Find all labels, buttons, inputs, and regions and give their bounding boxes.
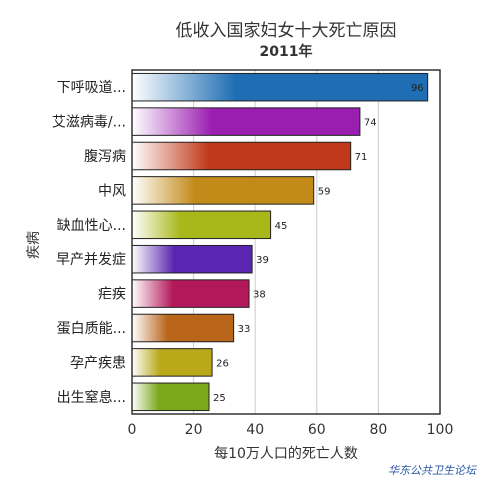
value-label: 96 xyxy=(411,83,424,94)
category-label: 早产并发症 xyxy=(56,252,126,268)
label-layer: 下呼吸道... 96 艾滋病毒/... 74 腹泻病 71 中风 59 缺血性心... 45 早产并… xyxy=(52,80,424,406)
category-label: 艾滋病毒/... xyxy=(52,115,126,131)
category-label: 出生窒息... xyxy=(57,389,126,406)
bar xyxy=(131,72,429,102)
category-label: 下呼吸道... xyxy=(57,80,126,96)
bar xyxy=(131,382,210,412)
category-label: 腹泻病 xyxy=(84,148,126,165)
x-tick-label: 0 xyxy=(128,422,137,438)
x-tick-label: 100 xyxy=(427,422,454,438)
category-label: 缺血性心... xyxy=(57,218,126,234)
tick-layer: 0 20 40 60 80 100 xyxy=(128,422,454,438)
bar xyxy=(131,279,250,308)
value-label: 59 xyxy=(318,186,331,197)
value-label: 25 xyxy=(213,393,226,404)
bar-layer xyxy=(131,72,429,412)
value-label: 26 xyxy=(216,358,229,369)
category-label: 蛋白质能... xyxy=(57,321,126,337)
x-axis-title: 每10万人口的死亡人数 xyxy=(214,446,358,462)
value-label: 33 xyxy=(238,324,251,335)
x-tick-label: 60 xyxy=(308,422,326,438)
value-label: 38 xyxy=(253,290,266,301)
bar xyxy=(131,313,235,343)
value-label: 74 xyxy=(364,118,377,129)
watermark: 华东公共卫生论坛 xyxy=(388,464,477,477)
category-label: 孕产疾患 xyxy=(70,355,126,371)
bar xyxy=(131,244,253,274)
x-tick-label: 40 xyxy=(246,422,264,438)
bar xyxy=(131,176,315,205)
bar xyxy=(131,141,352,171)
bar xyxy=(131,210,272,240)
category-label: 中风 xyxy=(98,183,126,199)
category-label: 疟疾 xyxy=(98,287,126,303)
bar xyxy=(131,107,361,136)
bar xyxy=(131,348,213,377)
plot-frame xyxy=(131,69,441,415)
y-axis-title: 疾病 xyxy=(26,231,42,259)
x-tick-label: 20 xyxy=(185,422,203,438)
chart-title: 低收入国家妇女十大死亡原因 xyxy=(176,21,397,41)
chart-subtitle: 2011年 xyxy=(260,43,313,60)
x-tick-label: 80 xyxy=(369,422,387,438)
value-label: 39 xyxy=(256,255,269,266)
value-label: 71 xyxy=(355,152,368,163)
value-label: 45 xyxy=(275,221,288,232)
